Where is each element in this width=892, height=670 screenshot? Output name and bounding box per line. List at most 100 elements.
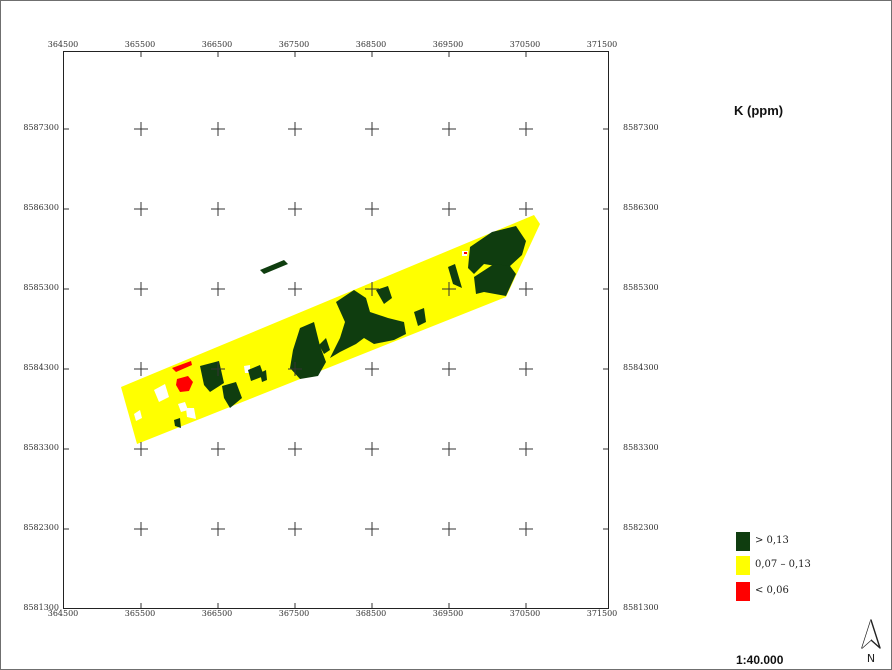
survey-area <box>121 215 540 444</box>
coordinate-label: 364500 <box>47 40 79 49</box>
coordinate-label: 366500 <box>201 609 233 618</box>
coordinate-label: 8585300 <box>623 283 659 292</box>
north-arrow-icon: N <box>861 619 881 665</box>
grid-cross <box>211 362 225 376</box>
coordinate-label: 367500 <box>278 609 310 618</box>
zone-high <box>222 382 242 408</box>
grid-cross <box>519 362 533 376</box>
grid-cross <box>365 122 379 136</box>
coordinate-label: 8581300 <box>23 603 59 612</box>
grid-cross <box>134 522 148 536</box>
map-title: K (ppm) <box>734 103 784 118</box>
coordinate-label: 371500 <box>586 609 618 618</box>
zone-high <box>174 418 181 428</box>
coordinate-label: 367500 <box>278 40 310 49</box>
coordinate-label: 369500 <box>432 609 464 618</box>
grid-cross <box>442 442 456 456</box>
grid-cross <box>288 202 302 216</box>
grid-cross <box>211 442 225 456</box>
grid-cross <box>134 202 148 216</box>
legend-label-low: < 0,06 <box>755 585 789 596</box>
coordinate-label: 8587300 <box>623 123 659 132</box>
grid-cross <box>365 202 379 216</box>
legend-swatch-low <box>736 582 750 601</box>
legend-swatch-mid <box>736 556 750 575</box>
coordinate-label: 8582300 <box>623 523 659 532</box>
grid-cross <box>442 122 456 136</box>
grid-cross <box>288 522 302 536</box>
nodata-patch <box>154 384 169 402</box>
zone-high <box>260 260 288 274</box>
zone-high <box>290 322 326 379</box>
coordinate-label: 8581300 <box>623 603 659 612</box>
coordinate-label: 8585300 <box>23 283 59 292</box>
grid-cross <box>442 362 456 376</box>
grid-crosses <box>134 122 533 536</box>
legend-label-mid: 0,07 – 0,13 <box>755 559 811 570</box>
border-ticks <box>64 52 608 608</box>
zone-high <box>248 365 264 381</box>
grid-cross <box>288 362 302 376</box>
grid-cross <box>442 282 456 296</box>
coordinate-label: 365500 <box>124 40 156 49</box>
grid-cross <box>519 202 533 216</box>
grid-cross <box>134 122 148 136</box>
grid-cross <box>365 522 379 536</box>
north-label: N <box>867 652 875 665</box>
legend-swatch-high <box>736 532 750 551</box>
coordinate-label: 8584300 <box>23 363 59 372</box>
zone-high <box>414 308 426 326</box>
legend-label-high: > 0,13 <box>755 535 789 546</box>
coordinate-label: 8583300 <box>23 443 59 452</box>
zone-high <box>376 286 392 304</box>
grid-cross <box>519 122 533 136</box>
grid-cross <box>519 282 533 296</box>
coordinate-label: 8587300 <box>23 123 59 132</box>
zone-high <box>474 264 516 296</box>
zone-high <box>448 264 462 288</box>
nodata-patch <box>186 408 196 419</box>
grid-cross <box>365 282 379 296</box>
nodata-patch <box>178 402 188 412</box>
zone-low <box>464 252 467 254</box>
coordinate-label: 368500 <box>355 609 387 618</box>
grid-cross <box>134 362 148 376</box>
zone-high <box>330 290 406 358</box>
coordinate-label: 369500 <box>432 40 464 49</box>
grid-cross <box>211 522 225 536</box>
coordinate-label: 371500 <box>586 40 618 49</box>
coordinate-label: 8583300 <box>623 443 659 452</box>
coordinate-label: 8586300 <box>23 203 59 212</box>
grid-cross <box>211 282 225 296</box>
grid-cross <box>288 122 302 136</box>
map-canvas <box>64 52 608 608</box>
grid-cross <box>211 202 225 216</box>
zone-low <box>176 376 193 392</box>
zone-high <box>319 338 330 354</box>
zone-low <box>172 361 192 372</box>
nodata-patch <box>134 410 142 421</box>
coordinate-label: 8584300 <box>623 363 659 372</box>
grid-cross <box>288 442 302 456</box>
map-panel <box>63 51 609 609</box>
coordinate-label: 8582300 <box>23 523 59 532</box>
grid-cross <box>519 522 533 536</box>
map-scale: 1:40.000 <box>736 653 784 667</box>
coordinate-label: 8586300 <box>623 203 659 212</box>
coordinate-label: 365500 <box>124 609 156 618</box>
coordinate-label: 368500 <box>355 40 387 49</box>
zone-high <box>260 370 267 382</box>
grid-cross <box>442 522 456 536</box>
grid-cross <box>519 442 533 456</box>
grid-cross <box>134 442 148 456</box>
grid-cross <box>365 362 379 376</box>
grid-cross <box>211 122 225 136</box>
grid-cross <box>365 442 379 456</box>
grid-cross <box>442 202 456 216</box>
coordinate-label: 364500 <box>47 609 79 618</box>
grid-cross <box>134 282 148 296</box>
coordinate-label: 370500 <box>509 609 541 618</box>
zone-high <box>468 226 526 276</box>
coordinate-label: 366500 <box>201 40 233 49</box>
coordinate-label: 370500 <box>509 40 541 49</box>
